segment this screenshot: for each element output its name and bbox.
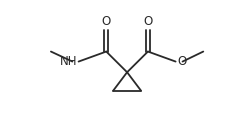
Text: O: O <box>102 15 111 28</box>
Text: NH: NH <box>60 55 77 68</box>
Text: O: O <box>177 55 186 68</box>
Text: O: O <box>143 15 153 28</box>
